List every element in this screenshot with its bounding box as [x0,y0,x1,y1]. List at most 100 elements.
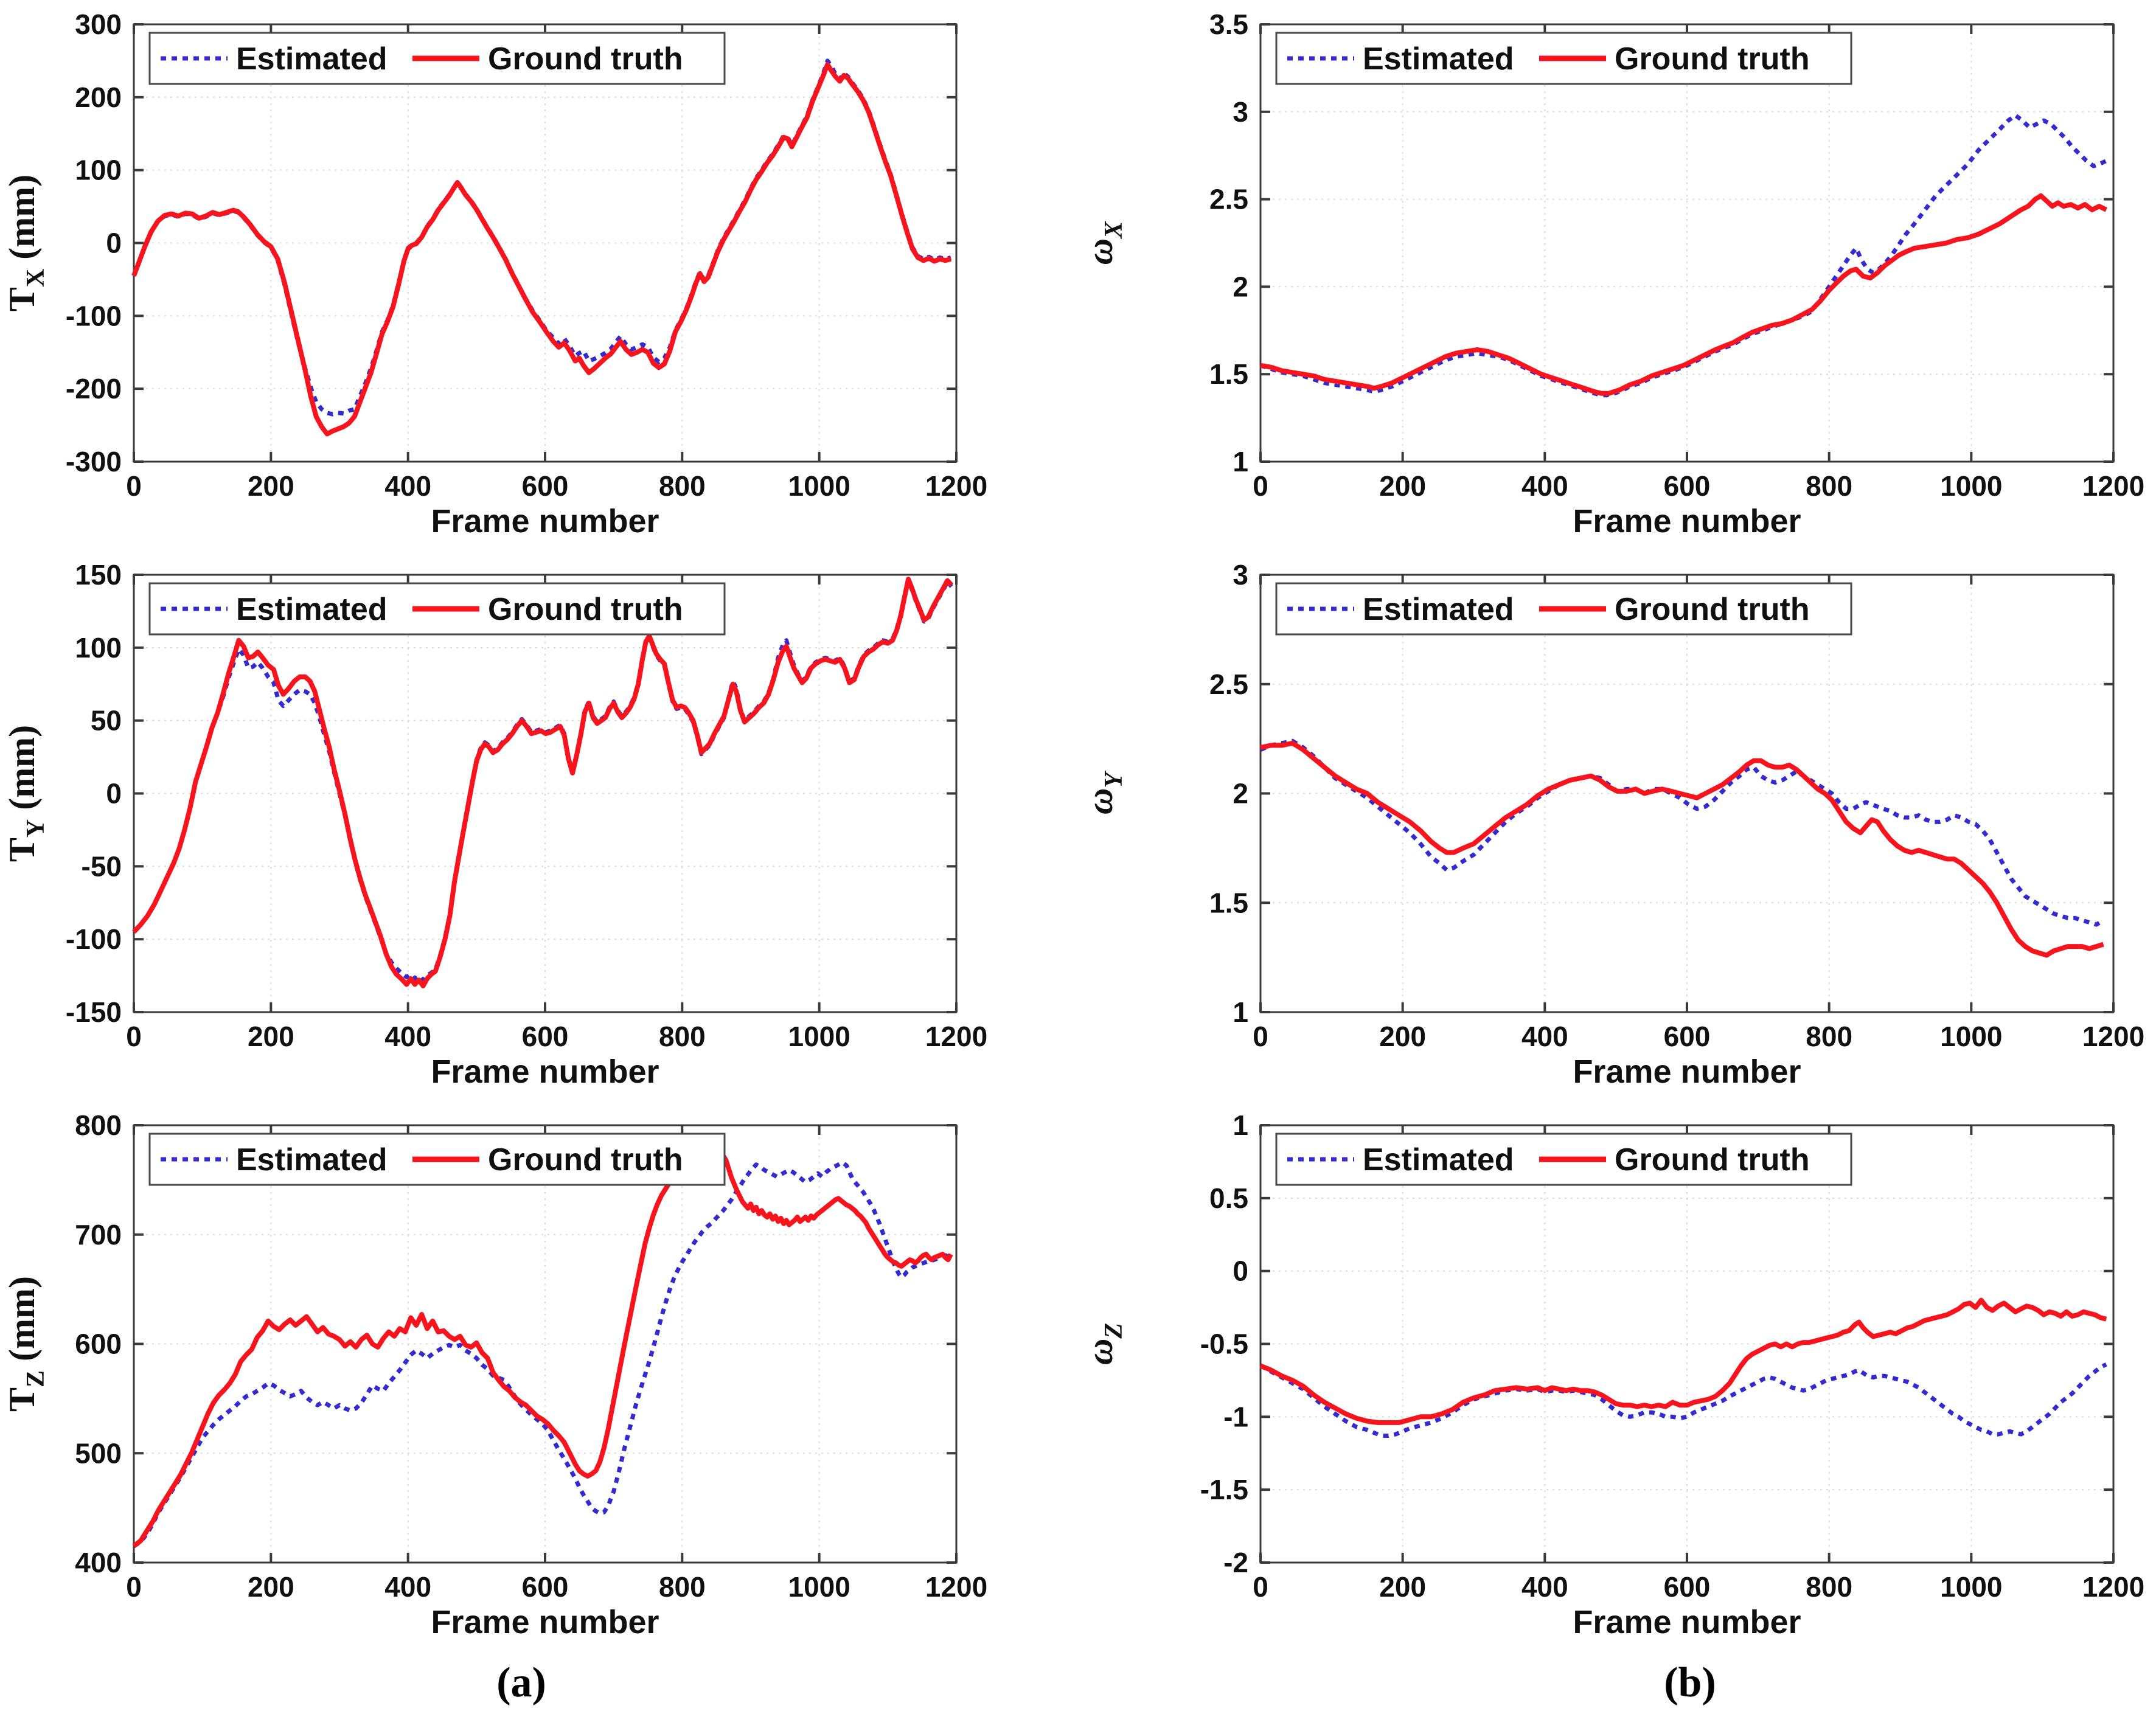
series-estimated-line [131,58,951,417]
x-tick-label: 0 [126,470,142,502]
y-tick-label: -300 [66,446,122,477]
x-tick-label: 0 [126,1021,142,1052]
y-tick-label: -50 [82,850,122,882]
series-estimated-line [1259,738,2105,927]
y-tick-label: 600 [75,1328,122,1360]
chart-wz-rotation-z: 0 200 400 600 800 1000 1200 -2 -1.5 -1 -0.5 0 0.5 1 Fr… [1080,1109,2144,1640]
x-axis-label: Frame number [1573,1053,1801,1090]
y-axis-label: TX (mm) [2,175,50,311]
y-axis-label: TY (mm) [2,725,50,862]
series-estimated-line [132,578,953,982]
x-tick-label: 600 [522,470,569,502]
y-tick-label: 100 [75,632,122,664]
x-tick-label: 0 [126,1571,142,1603]
y-axis-label: ωY [1080,771,1128,814]
y-tick-label: 2 [1233,778,1248,810]
y-tick-label: -1.5 [1200,1474,1248,1505]
caption-b: (b) [1664,1659,1716,1706]
legend-ground-truth-label: Ground truth [488,1142,683,1178]
x-tick-label: 600 [522,1571,569,1603]
legend-ground-truth-label: Ground truth [1615,592,1810,627]
y-tick-label: 100 [75,154,122,186]
y-tick-label: 1.5 [1209,887,1248,918]
y-tick-label: -150 [66,996,122,1028]
x-tick-label: 800 [659,470,706,502]
caption-a: (a) [496,1659,546,1706]
legend-estimated-label: Estimated [236,1142,388,1178]
y-tick-label: 200 [75,82,122,113]
x-tick-label: 400 [384,470,431,502]
series-ground-truth-line [1260,740,2104,958]
y-tick-label: 0 [106,778,122,810]
x-tick-label: 0 [1253,470,1268,502]
x-tick-label: 400 [384,1021,431,1052]
x-tick-label: 400 [1521,1021,1568,1052]
x-tick-label: 1200 [925,1021,987,1052]
x-tick-label: 600 [1664,470,1711,502]
x-tick-label: 800 [1806,1021,1852,1052]
x-tick-label: 400 [1521,470,1568,502]
x-tick-label: 1000 [1940,470,2002,502]
y-tick-label: 0.5 [1209,1182,1248,1214]
y-tick-label: 2.5 [1209,668,1248,700]
x-tick-label: 200 [248,1021,294,1052]
series-ground-truth-line [1260,193,2108,396]
legend-estimated-label: Estimated [236,592,388,627]
x-tick-label: 800 [659,1021,706,1052]
legend-estimated-label: Estimated [1363,1142,1514,1178]
y-tick-label: 500 [75,1437,122,1469]
legend-estimated-label: Estimated [236,41,388,77]
legend-ground-truth-label: Ground truth [1615,1142,1810,1178]
x-tick-label: 1000 [788,470,850,502]
y-tick-label: 3 [1233,96,1248,128]
y-tick-label: -2 [1223,1547,1248,1578]
x-tick-label: 200 [248,470,294,502]
x-tick-label: 400 [1521,1571,1568,1603]
legend-ground-truth-label: Ground truth [488,592,683,627]
y-tick-label: 1 [1233,446,1248,477]
legend-estimated-label: Estimated [1363,41,1514,77]
x-tick-label: 1000 [788,1571,850,1603]
x-axis-label: Frame number [431,1604,659,1640]
y-tick-label: 400 [75,1547,122,1578]
y-tick-label: 1.5 [1209,358,1248,390]
legend-estimated-label: Estimated [1363,592,1514,627]
x-tick-label: 600 [1664,1021,1711,1052]
series-ground-truth-line [132,577,954,988]
y-tick-label: 50 [91,705,122,737]
y-tick-label: -100 [66,300,122,331]
y-tick-label: -0.5 [1200,1328,1248,1360]
x-tick-label: 1000 [1940,1571,2002,1603]
y-tick-label: 3 [1233,559,1248,591]
y-tick-label: 1 [1233,996,1248,1028]
chart-wy-rotation-y: 0 200 400 600 800 1000 1200 1 1.5 2 2.5 3 Frame numb… [1080,559,2144,1090]
x-tick-label: 1200 [2082,1021,2144,1052]
y-tick-label: 0 [106,227,122,259]
x-axis-label: Frame number [1573,1604,1801,1640]
y-tick-label: -1 [1223,1401,1248,1432]
y-tick-label: 2.5 [1209,184,1248,215]
x-tick-label: 200 [248,1571,294,1603]
series-ground-truth-line [132,1153,953,1549]
x-tick-label: 1200 [925,1571,987,1603]
chart-ty-translation-y: 0 200 400 600 800 1000 1200 -150 -100 -50 0 50 100 15… [2,559,987,1090]
x-tick-label: 800 [659,1571,706,1603]
x-tick-label: 1000 [788,1021,850,1052]
y-tick-label: 3.5 [1209,9,1248,40]
x-tick-label: 600 [1664,1571,1711,1603]
legend-ground-truth-label: Ground truth [488,41,683,77]
x-tick-label: 200 [1379,1571,1426,1603]
y-tick-label: 700 [75,1219,122,1251]
x-tick-label: 200 [1379,470,1426,502]
y-tick-label: 0 [1233,1255,1248,1287]
x-tick-label: 200 [1379,1021,1426,1052]
chart-tz-translation-z: 0 200 400 600 800 1000 1200400500600700800Fram… [2,1109,987,1640]
captions-row: (a) (b) [0,1659,2156,1726]
x-tick-label: 1200 [2082,470,2144,502]
y-axis-label: TZ (mm) [2,1276,50,1412]
chart-wx-rotation-x: 0 200 400 600 800 1000 1200 1 1.5 2 2.5 3 3.5 Frame n… [1080,9,2144,540]
x-tick-label: 0 [1253,1571,1268,1603]
y-tick-label: -200 [66,373,122,404]
x-tick-label: 1200 [925,470,987,502]
